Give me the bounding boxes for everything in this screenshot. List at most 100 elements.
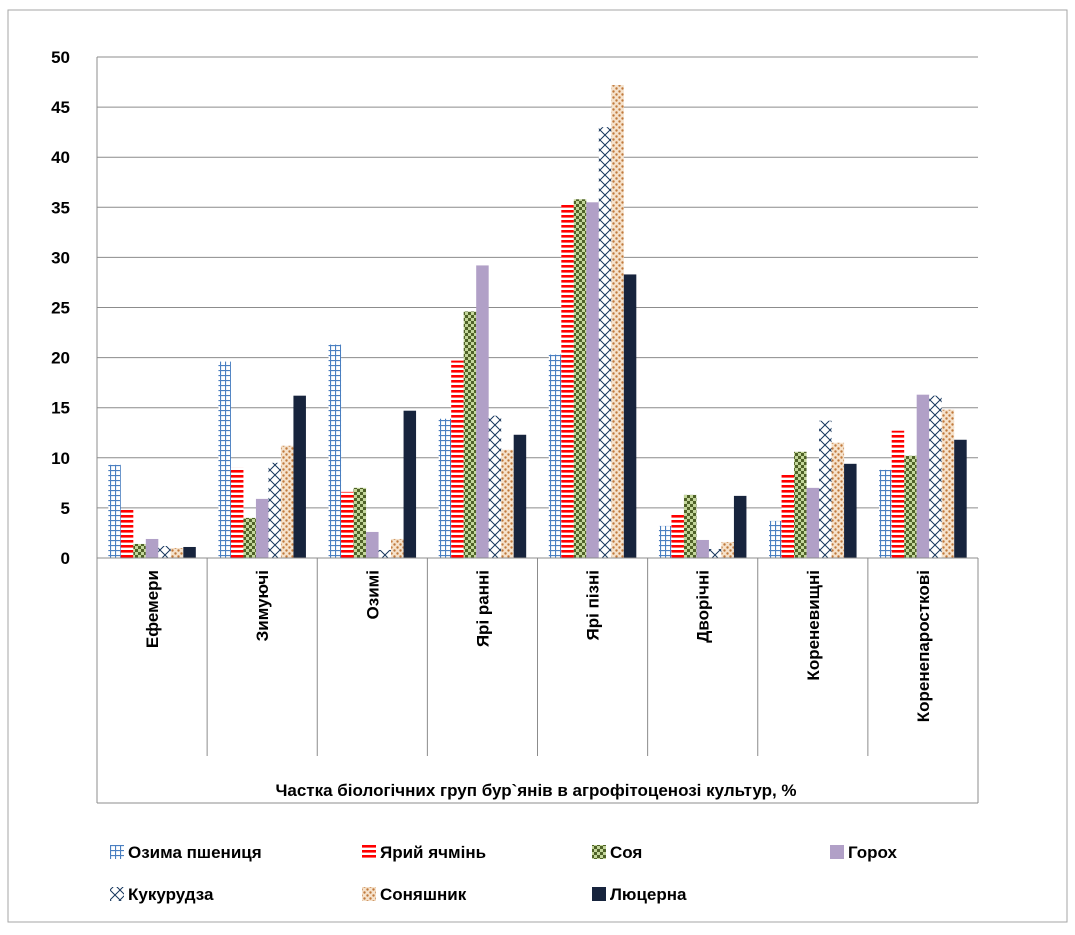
legend-swatch [592,845,606,859]
legend: Озима пшениця Ярий ячмінь Соя Горох Кукурудз… [110,843,898,904]
legend-swatch [592,887,606,901]
bar [438,418,452,558]
bar [158,545,171,558]
legend-item: Горох [830,843,898,862]
legend-item: Озима пшениця [110,843,262,862]
legend-item: Соя [592,843,642,862]
legend-swatch [830,845,844,859]
bar [769,520,782,558]
bar [941,409,955,558]
bar [573,199,587,558]
legend-item: Ярий ячмінь [362,843,486,862]
bar [463,311,477,558]
bar [806,487,820,558]
chart-frame [7,9,1068,923]
bar [353,487,367,558]
x-category-label: Дворічні [694,570,713,643]
bar [501,449,514,558]
bar [954,439,967,558]
bar [513,434,527,558]
bar [586,202,599,559]
bar [170,547,184,558]
axes [96,57,979,804]
bar [671,513,684,558]
bar [476,265,489,558]
x-category-label: Кореневищні [804,570,823,681]
x-category-label: Ярі пізні [584,570,603,640]
x-axis-title: Частка біологічних груп бур`янів в агроф… [275,781,796,800]
bar [904,455,917,558]
bar [293,395,306,558]
bar [696,539,709,558]
bar [721,541,734,558]
bar [366,531,379,558]
bar [683,494,697,558]
bar [658,525,672,558]
legend-label: Люцерна [610,885,687,904]
bar [451,360,464,558]
y-tick-label: 30 [51,248,70,267]
bar [378,549,392,558]
y-tick-label: 20 [51,349,70,368]
bar [280,445,294,558]
bar [488,415,502,558]
x-category-label: Озимі [363,570,382,619]
bar [561,204,574,558]
legend-item: Люцерна [592,885,687,904]
bar [255,498,269,558]
bar [218,361,231,558]
legend-label: Горох [848,843,898,862]
bar [794,451,807,558]
bar [230,467,244,558]
bar [268,462,281,558]
legend-swatch [362,845,376,859]
y-tick-label: 45 [51,98,70,117]
bar [623,274,637,558]
legend-label: Ярий ячмінь [380,843,486,862]
bar [243,517,256,558]
y-tick-label: 50 [51,48,70,67]
legend-label: Кукурудза [128,885,214,904]
bar [708,548,722,558]
bar [341,491,354,558]
bar [120,508,134,558]
y-tick-label: 15 [51,399,70,418]
x-category-label: Ефемери [143,570,162,648]
bar [598,127,612,558]
y-tick-label: 5 [61,499,70,518]
bar [831,442,845,558]
bar [403,410,417,558]
bar [733,495,747,558]
bar [548,354,562,558]
bar [133,543,146,558]
bar [183,546,196,558]
x-category-label: Коренепаросткові [914,570,933,722]
bar [929,395,942,558]
bar [781,474,795,558]
legend-label: Соя [610,843,642,862]
bar [611,85,624,558]
bar [891,430,905,558]
y-tick-label: 25 [51,299,70,318]
legend-label: Соняшник [380,885,467,904]
bar [879,469,892,558]
legend-label: Озима пшениця [128,843,262,862]
y-tick-label: 0 [61,549,70,568]
legend-item: Соняшник [362,885,467,904]
legend-item: Кукурудза [110,885,214,904]
legend-swatch [362,887,376,901]
bars-layer [108,85,967,559]
legend-swatch [110,845,124,859]
x-axis-categories: Ефемери Зимуючі Озимі Ярі ранні Ярі пізні Дво… [143,570,933,722]
bar [916,394,930,558]
bar [108,464,121,558]
bar [328,344,342,558]
x-category-label: Ярі ранні [473,570,492,647]
bar [844,463,857,558]
legend-swatch [110,887,124,901]
y-tick-label: 10 [51,449,70,468]
bar [391,538,404,558]
bar [819,420,832,558]
